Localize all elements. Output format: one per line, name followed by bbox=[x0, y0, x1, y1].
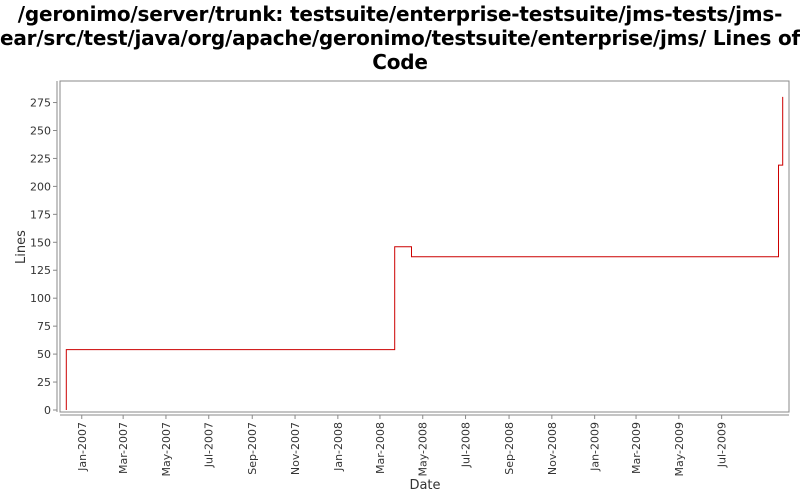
x-tick-label: Jan-2008 bbox=[332, 422, 345, 472]
y-tick-label: 25 bbox=[37, 376, 51, 389]
y-tick-label: 200 bbox=[30, 180, 51, 193]
y-tick-label: 175 bbox=[30, 208, 51, 221]
y-tick-label: 125 bbox=[30, 264, 51, 277]
y-tick-label: 0 bbox=[44, 404, 51, 417]
x-tick-label: Nov-2008 bbox=[546, 422, 559, 475]
x-tick-label: May-2008 bbox=[417, 422, 430, 477]
x-tick-label: Mar-2007 bbox=[117, 422, 130, 474]
y-axis-title: Lines bbox=[14, 230, 29, 264]
x-axis-title: Date bbox=[409, 478, 440, 493]
x-tick-label: Sep-2007 bbox=[246, 422, 259, 475]
x-axis: Jan-2007 Mar-2007 May-2007 Jul-2007 Sep-2007… bbox=[60, 414, 789, 477]
x-tick-label: May-2009 bbox=[673, 422, 686, 477]
y-axis: 0 25 50 75 100 125 150 175 200 225 250 275 bbox=[30, 81, 58, 417]
y-tick-label: 150 bbox=[30, 236, 51, 249]
x-tick-label: Jul-2009 bbox=[716, 422, 729, 468]
x-tick-label: Jan-2009 bbox=[589, 422, 602, 472]
x-tick-label: Nov-2007 bbox=[289, 422, 302, 475]
y-tick-label: 50 bbox=[37, 348, 51, 361]
chart-title: /geronimo/server/trunk: testsuite/enterp… bbox=[0, 2, 800, 74]
x-tick-label: May-2007 bbox=[160, 422, 173, 477]
x-tick-label: Mar-2008 bbox=[374, 422, 387, 474]
y-tick-label: 250 bbox=[30, 124, 51, 137]
x-tick-label: Mar-2009 bbox=[630, 422, 643, 474]
x-tick-label: Sep-2008 bbox=[503, 422, 516, 475]
y-tick-label: 100 bbox=[30, 292, 51, 305]
x-tick-label: Jan-2007 bbox=[76, 422, 89, 472]
x-tick-label: Jul-2008 bbox=[460, 422, 473, 468]
series-line bbox=[65, 96, 784, 410]
series-layer bbox=[65, 96, 784, 410]
y-tick-label: 275 bbox=[30, 97, 51, 110]
x-tick-label: Jul-2007 bbox=[203, 422, 216, 468]
y-tick-label: 225 bbox=[30, 152, 51, 165]
y-tick-label: 75 bbox=[37, 320, 51, 333]
plot-area bbox=[59, 80, 790, 413]
